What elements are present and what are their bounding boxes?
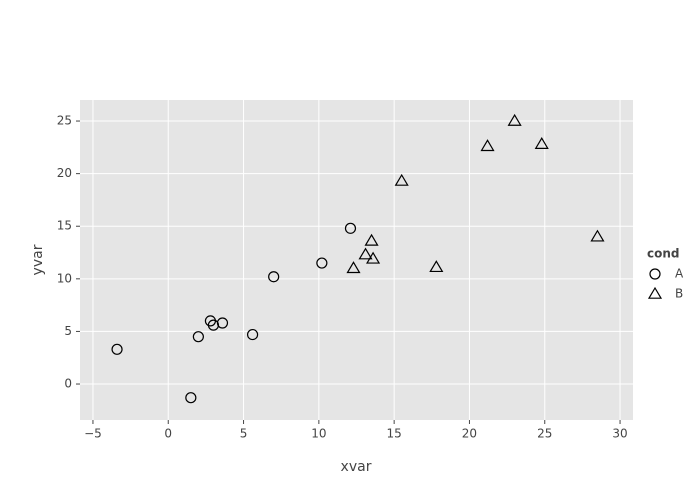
- legend-marker: [649, 268, 661, 280]
- y-tick-label: 25: [57, 114, 72, 128]
- point: [192, 331, 204, 343]
- point: [185, 392, 197, 404]
- x-tick-label: 15: [387, 427, 402, 441]
- point: [268, 271, 280, 283]
- y-tick-label: 20: [57, 166, 72, 180]
- legend-label: B: [675, 287, 683, 301]
- point: [590, 229, 605, 242]
- y-tick-label: 15: [57, 219, 72, 233]
- plot-background: [80, 100, 633, 420]
- x-tick-label: −5: [84, 427, 102, 441]
- y-tick-label: 0: [64, 377, 72, 391]
- point: [480, 139, 495, 152]
- point: [394, 173, 409, 186]
- y-axis-title: yvar: [30, 244, 46, 275]
- point: [344, 222, 357, 234]
- x-tick-label: 10: [311, 427, 326, 441]
- point: [216, 317, 229, 329]
- legend-title: cond: [647, 247, 680, 261]
- point: [534, 136, 549, 149]
- point: [358, 247, 373, 260]
- point: [316, 257, 328, 269]
- y-tick-label: 10: [57, 271, 72, 285]
- point: [346, 261, 361, 274]
- y-tick-label: 5: [64, 324, 72, 338]
- point: [364, 233, 379, 246]
- x-tick-label: 5: [240, 427, 248, 441]
- x-tick-label: 25: [537, 427, 552, 441]
- point: [246, 328, 259, 341]
- legend-marker: [647, 286, 663, 299]
- x-tick-label: 20: [462, 427, 477, 441]
- point: [429, 260, 444, 273]
- x-axis-title: xvar: [341, 459, 372, 475]
- x-tick-label: 30: [612, 427, 627, 441]
- point: [366, 251, 381, 264]
- x-tick-label: 0: [164, 427, 172, 441]
- point: [111, 343, 123, 355]
- legend-label: A: [675, 267, 684, 281]
- point: [507, 113, 522, 126]
